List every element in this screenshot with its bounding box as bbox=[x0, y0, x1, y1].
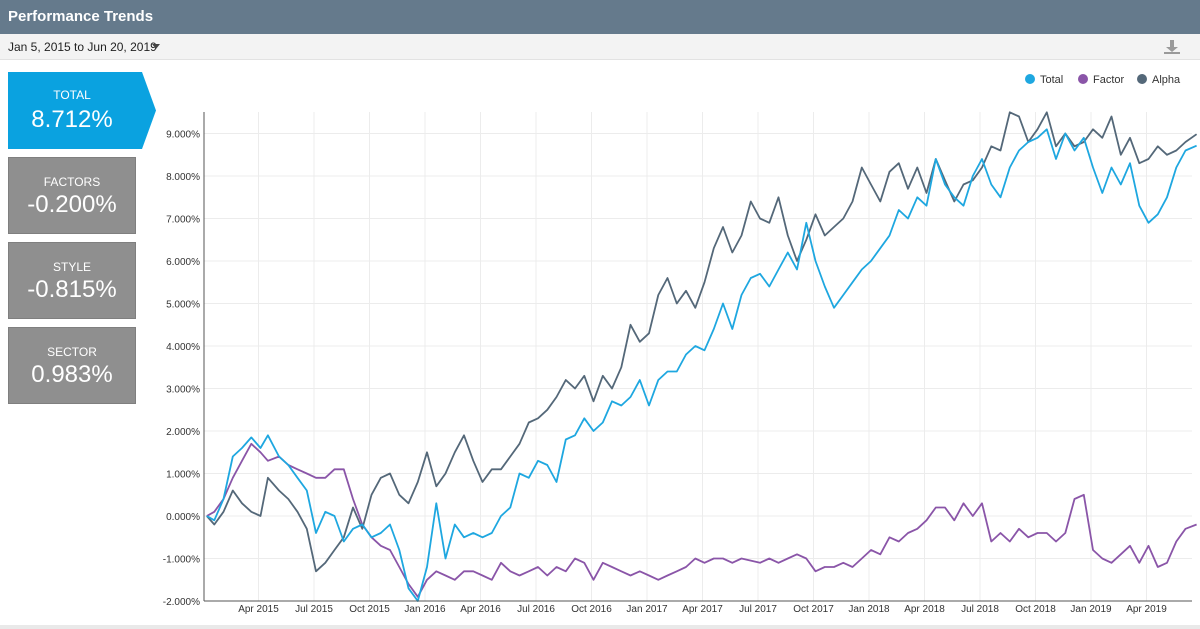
x-tick-label: Jul 2015 bbox=[295, 604, 333, 615]
chevron-down-icon[interactable] bbox=[152, 44, 160, 49]
x-tick-label: Apr 2018 bbox=[904, 604, 945, 615]
x-tick-label: Jan 2019 bbox=[1070, 604, 1112, 615]
download-icon[interactable] bbox=[1163, 39, 1181, 55]
x-tick-label: Jan 2018 bbox=[848, 604, 890, 615]
legend-marker-factor bbox=[1078, 74, 1088, 84]
x-tick-label: Oct 2018 bbox=[1015, 604, 1056, 615]
y-tick-label: 1.000% bbox=[166, 470, 200, 481]
factors-value: -0.200% bbox=[27, 191, 117, 218]
total-value: 8.712% bbox=[31, 106, 112, 133]
x-tick-label: Jul 2017 bbox=[739, 604, 777, 615]
legend-marker-alpha bbox=[1137, 74, 1147, 84]
x-tick-label: Apr 2017 bbox=[682, 604, 723, 615]
style-label: STYLE bbox=[52, 260, 91, 274]
style-value: -0.815% bbox=[27, 276, 117, 303]
total-panel[interactable]: TOTAL 8.712% bbox=[8, 72, 156, 149]
x-tick-label: Jul 2016 bbox=[517, 604, 555, 615]
y-tick-label: 7.000% bbox=[166, 215, 200, 226]
series-line-factor bbox=[206, 442, 1197, 598]
style-panel[interactable]: STYLE -0.815% bbox=[8, 242, 136, 319]
series-line-alpha bbox=[206, 111, 1198, 573]
date-range-selector[interactable]: Jan 5, 2015 to Jun 20, 2019 bbox=[8, 40, 157, 54]
legend-label-factor: Factor bbox=[1093, 74, 1125, 86]
footer-divider bbox=[0, 625, 1200, 629]
y-tick-label: 3.000% bbox=[166, 385, 200, 396]
x-tick-label: Jan 2017 bbox=[626, 604, 668, 615]
y-tick-label: 9.000% bbox=[166, 130, 200, 141]
x-tick-label: Oct 2017 bbox=[793, 604, 834, 615]
total-label: TOTAL bbox=[53, 88, 91, 102]
factors-label: FACTORS bbox=[43, 175, 101, 189]
x-tick-label: Oct 2016 bbox=[571, 604, 612, 615]
sector-label: SECTOR bbox=[47, 345, 97, 359]
chart-legend: Total Factor Alpha bbox=[1025, 74, 1181, 86]
factors-panel[interactable]: FACTORS -0.200% bbox=[8, 157, 136, 234]
x-tick-label: Oct 2015 bbox=[349, 604, 390, 615]
page-title: Performance Trends bbox=[8, 8, 154, 25]
y-tick-label: -2.000% bbox=[163, 597, 200, 608]
chart-grid bbox=[204, 112, 1192, 601]
x-tick-label: Apr 2019 bbox=[1126, 604, 1167, 615]
series-line-total bbox=[206, 128, 1197, 602]
sector-value: 0.983% bbox=[31, 361, 113, 388]
legend-label-total: Total bbox=[1040, 74, 1063, 86]
y-tick-label: 8.000% bbox=[166, 172, 200, 183]
header-bar: Performance Trends bbox=[0, 0, 1200, 34]
y-tick-label: -1.000% bbox=[163, 555, 200, 566]
y-tick-label: 5.000% bbox=[166, 300, 200, 311]
toolbar: Jan 5, 2015 to Jun 20, 2019 bbox=[0, 34, 1200, 60]
x-axis-ticks: Apr 2015 Jul 2015 Oct 2015 Jan 2016 Apr 2016… bbox=[238, 604, 1167, 615]
y-tick-label: 6.000% bbox=[166, 257, 200, 268]
y-tick-label: 0.000% bbox=[166, 512, 200, 523]
legend-label-alpha: Alpha bbox=[1152, 74, 1181, 86]
sector-panel[interactable]: SECTOR 0.983% bbox=[8, 327, 136, 404]
legend-marker-total bbox=[1025, 74, 1035, 84]
x-tick-label: Jul 2018 bbox=[961, 604, 999, 615]
x-tick-label: Jan 2016 bbox=[404, 604, 446, 615]
total-panel-shape bbox=[8, 72, 156, 149]
chart-lines bbox=[206, 111, 1198, 602]
y-axis-ticks: -2.000% -1.000% 0.000% 1.000% 2.000% 3.000% 4.… bbox=[163, 130, 200, 609]
y-tick-label: 4.000% bbox=[166, 342, 200, 353]
y-tick-label: 2.000% bbox=[166, 427, 200, 438]
x-tick-label: Apr 2015 bbox=[238, 604, 279, 615]
x-tick-label: Apr 2016 bbox=[460, 604, 501, 615]
